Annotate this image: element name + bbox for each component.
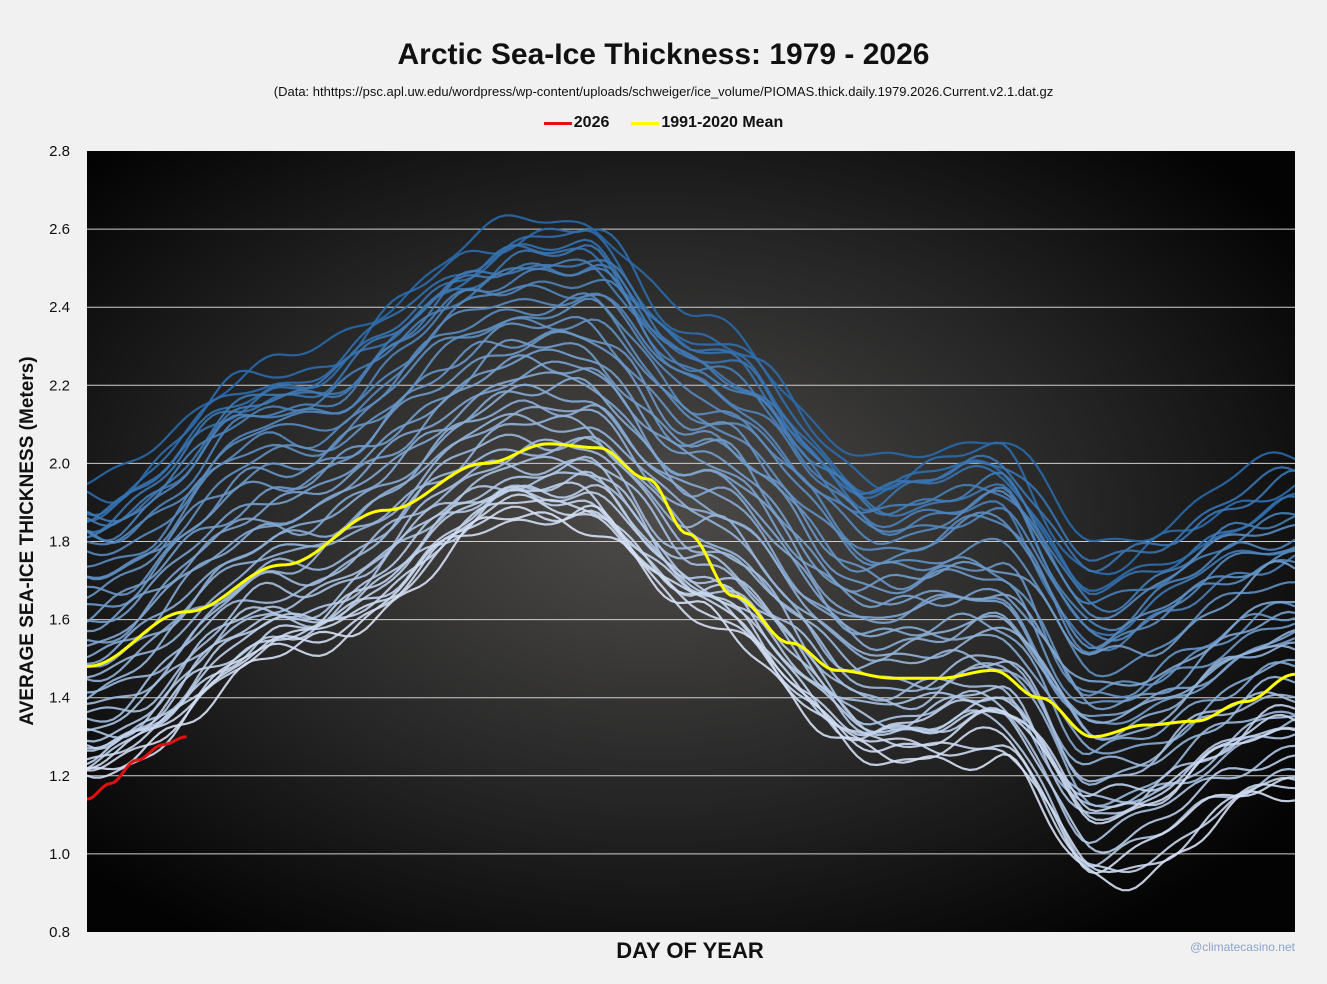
- year-line-2018: [87, 488, 1295, 822]
- legend-swatch-2026: [543, 121, 572, 125]
- year-line-2012: [87, 458, 1295, 783]
- year-line-2023: [87, 505, 1295, 825]
- year-line-1998: [87, 338, 1295, 658]
- year-line-2021: [87, 498, 1295, 874]
- year-line-1995: [87, 315, 1295, 697]
- legend-label-mean: 1991-2020 Mean: [661, 114, 784, 131]
- y-tick-label: 2.2: [49, 377, 70, 394]
- y-axis-label: AVERAGE SEA-ICE THICKNESS (Meters): [17, 356, 38, 726]
- year-line-1981: [87, 228, 1295, 592]
- year-line-2010: [87, 436, 1295, 786]
- y-tick-label: 2.0: [49, 455, 70, 472]
- year-line-2022: [87, 493, 1295, 874]
- year-line-1996: [87, 329, 1295, 699]
- year-line-1979: [87, 214, 1295, 543]
- year-line-2000: [87, 354, 1295, 711]
- series-line-1991-2020-mean: [87, 442, 1295, 739]
- legend-swatch-mean: [631, 121, 660, 125]
- y-tick-label: 1.6: [49, 612, 70, 629]
- legend-label-2026: 2026: [573, 114, 610, 131]
- year-line-1997: [87, 330, 1295, 705]
- y-tick-label: 0.8: [49, 924, 70, 941]
- chart-legend: 2026 1991-2020 Mean: [0, 114, 1327, 132]
- year-line-1988: [87, 267, 1295, 652]
- y-tick-label: 2.4: [49, 299, 70, 316]
- year-line-2004: [87, 383, 1295, 755]
- legend-item-mean: 1991-2020 Mean: [631, 114, 783, 132]
- year-line-1989: [87, 278, 1295, 632]
- year-line-1991: [87, 292, 1295, 620]
- chart-subtitle: (Data: hthttps://psc.apl.uw.edu/wordpres…: [273, 84, 1054, 99]
- chart-title: Arctic Sea-Ice Thickness: 1979 - 2026: [397, 38, 930, 71]
- year-line-2008: [87, 414, 1295, 767]
- year-line-2025: [87, 511, 1295, 892]
- year-line-1983: [87, 244, 1295, 562]
- year-line-1993: [87, 297, 1295, 650]
- series-line-2026: [87, 735, 187, 801]
- x-axis-label: DAY OF YEAR: [616, 938, 764, 963]
- year-line-2002: [87, 371, 1295, 687]
- legend-item-2026: 2026: [543, 114, 610, 132]
- y-tick-label: 2.8: [49, 143, 70, 160]
- year-line-1994: [87, 316, 1295, 678]
- year-line-2011: [87, 438, 1295, 809]
- y-tick-label: 1.2: [49, 768, 70, 785]
- year-line-1986: [87, 262, 1295, 614]
- y-tick-label: 2.6: [49, 221, 70, 238]
- y-tick-label: 1.0: [49, 846, 70, 863]
- watermark: @climatecasino.net: [1190, 940, 1295, 954]
- y-tick-label: 1.8: [49, 534, 70, 551]
- year-line-2017: [87, 484, 1295, 854]
- year-line-1990: [87, 284, 1295, 642]
- y-tick-label: 1.4: [49, 690, 70, 707]
